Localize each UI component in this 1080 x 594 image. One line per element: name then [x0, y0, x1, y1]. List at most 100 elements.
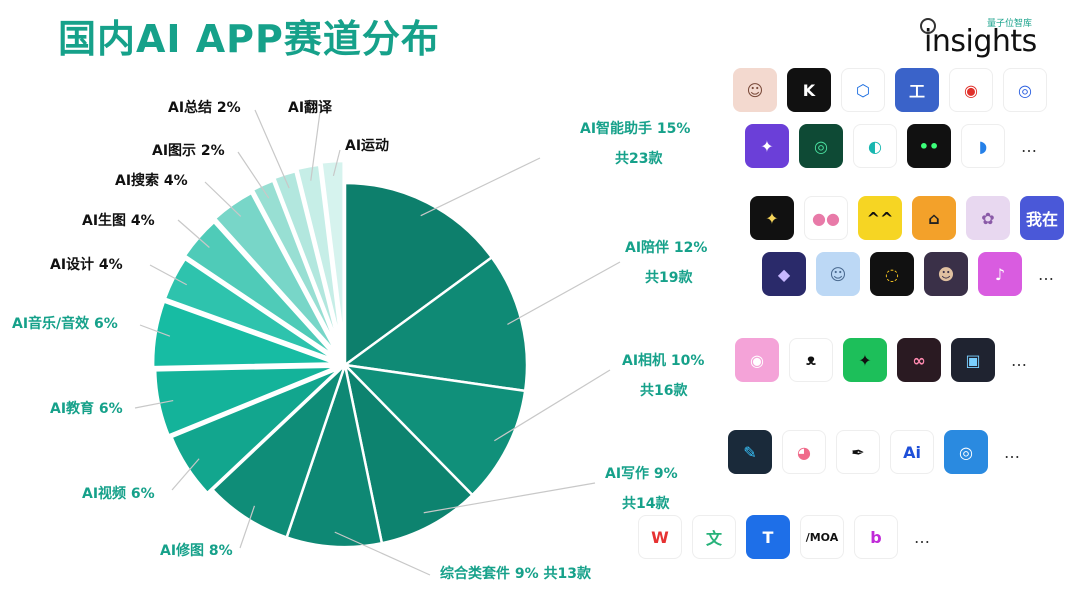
- leader-line: [171, 458, 200, 491]
- logo-ring-icon: [920, 18, 936, 34]
- slice-count-label: 共14款: [622, 495, 670, 512]
- ai-letters-icon: Ai: [890, 430, 934, 474]
- leader-line: [204, 181, 242, 217]
- more-ellipsis: …: [1004, 442, 1020, 462]
- pie-slice: [341, 255, 529, 393]
- pie-slice: [342, 361, 475, 545]
- slice-label: AI设计 4%: [50, 256, 123, 273]
- anime-girl-icon: ✿: [966, 196, 1010, 240]
- leader-line: [134, 399, 174, 409]
- logo-wordmark: insights: [924, 24, 1037, 59]
- leader-line: [254, 109, 290, 189]
- leader-line: [149, 264, 188, 286]
- slice-label: 综合类套件 9% 共13款: [440, 565, 592, 582]
- pie-slice: [320, 159, 345, 344]
- spiral-app-icon: ◎: [799, 124, 843, 168]
- pie-slice: [272, 169, 341, 349]
- house-app-icon: ⌂: [912, 196, 956, 240]
- slice-label: AI翻译: [288, 99, 333, 116]
- wozai-icon: 我在: [1020, 196, 1064, 240]
- leader-line: [423, 482, 596, 514]
- wen-icon: 文: [692, 515, 736, 559]
- more-ellipsis: …: [1038, 264, 1054, 284]
- starlight-app-icon: ◆: [762, 252, 806, 296]
- dolphin-app-icon: ◗: [961, 124, 1005, 168]
- leader-line: [239, 505, 256, 549]
- leader-line: [507, 261, 621, 325]
- slice-label: AI总结 2%: [168, 99, 241, 116]
- ink-pen-icon: ✒: [836, 430, 880, 474]
- leader-line: [237, 151, 270, 199]
- kimi-icon: K: [787, 68, 831, 112]
- leader-line: [420, 157, 541, 217]
- leader-line: [177, 219, 210, 248]
- pie-slice: [343, 181, 494, 368]
- hexagon-app-icon: ⬡: [841, 68, 885, 112]
- loop-app-icon: ∞: [897, 338, 941, 382]
- app-icon-row: ✦●●^^⌂✿我在…: [750, 196, 1080, 240]
- moa-icon: /MOA: [800, 515, 844, 559]
- more-ellipsis: …: [1011, 350, 1027, 370]
- boy-avatar-icon: ☺: [816, 252, 860, 296]
- robot-face-icon: ••: [907, 124, 951, 168]
- pie-slice: [151, 299, 336, 369]
- app-icon-row: ✎ ◕ ✒ Ai ◎ …: [728, 430, 1020, 474]
- pink-camera-icon: ◉: [735, 338, 779, 382]
- tiangong-icon: 工: [895, 68, 939, 112]
- tencent-docs-icon: T: [746, 515, 790, 559]
- wps-icon: W: [638, 515, 682, 559]
- blue-circle-icon: ◎: [944, 430, 988, 474]
- leader-line: [494, 369, 611, 442]
- slice-count-label: 共23款: [615, 150, 663, 167]
- flame-app-icon: ◉: [949, 68, 993, 112]
- bubbles-app-icon: ●●: [804, 196, 848, 240]
- slice-label: AI生图 4%: [82, 212, 155, 229]
- pink-bot-icon: ◕: [782, 430, 826, 474]
- leader-line: [139, 324, 171, 337]
- pie-slice: [213, 191, 339, 355]
- logo-subtitle: 量子位智库: [986, 19, 1032, 29]
- slice-count-label: 共19款: [645, 269, 693, 286]
- gradient-ring-icon: ◐: [853, 124, 897, 168]
- sparkle-dark-icon: ✦: [750, 196, 794, 240]
- slice-label: AI音乐/音效 6%: [12, 315, 118, 332]
- slice-label: AI搜索 4%: [115, 172, 188, 189]
- slice-label: AI运动: [345, 137, 389, 154]
- star-app-icon: ✦: [745, 124, 789, 168]
- slice-label: AI陪伴 12%: [625, 239, 707, 256]
- slice-label: AI教育 6%: [50, 400, 123, 417]
- orbit-app-icon: ◎: [1003, 68, 1047, 112]
- app-icon-row: ☺ K ⬡ 工 ◉ ◎: [733, 68, 1047, 112]
- black-cat-icon: ᴥ: [789, 338, 833, 382]
- avatar-girl-icon: ☺: [733, 68, 777, 112]
- more-ellipsis: …: [1021, 136, 1037, 156]
- insights-logo: 量子位智库 insights: [920, 12, 1060, 72]
- leader-line: [334, 531, 431, 576]
- app-icon-row: W 文 T/MOA b …: [638, 515, 930, 559]
- pie-slice: [341, 363, 527, 497]
- more-ellipsis: …: [914, 527, 930, 547]
- green-star-icon: ✦: [843, 338, 887, 382]
- page-title: 国内AI APP赛道分布: [58, 17, 440, 61]
- leader-line: [332, 149, 341, 177]
- slice-label: AI图示 2%: [152, 143, 225, 159]
- ring-app-icon: ◌: [870, 252, 914, 296]
- b-letter-icon: b: [854, 515, 898, 559]
- face-frame-icon: ▣: [951, 338, 995, 382]
- pie-slice: [251, 178, 340, 352]
- app-icon-row: ◆ ☺ ◌ ☻ ♪ …: [762, 252, 1054, 296]
- app-icon-row: ◉ ᴥ ✦ ∞ ▣ …: [735, 338, 1027, 382]
- heart-chat-icon: ♪: [978, 252, 1022, 296]
- leader-line: [310, 111, 321, 181]
- slice-label: AI相机 10%: [622, 352, 704, 369]
- pen-app-icon: ✎: [728, 430, 772, 474]
- portrait-app-icon: ☻: [924, 252, 968, 296]
- slice-label: AI写作 9%: [605, 465, 678, 482]
- slice-label: AI视频 6%: [82, 485, 155, 502]
- slice-count-label: 共16款: [640, 382, 688, 399]
- pie-slice: [285, 360, 384, 549]
- app-icon-row: ✦ ◎ ◐ •• ◗ …: [745, 124, 1037, 168]
- slice-label: AI智能助手 15%: [580, 120, 690, 137]
- pie-slice: [169, 367, 341, 495]
